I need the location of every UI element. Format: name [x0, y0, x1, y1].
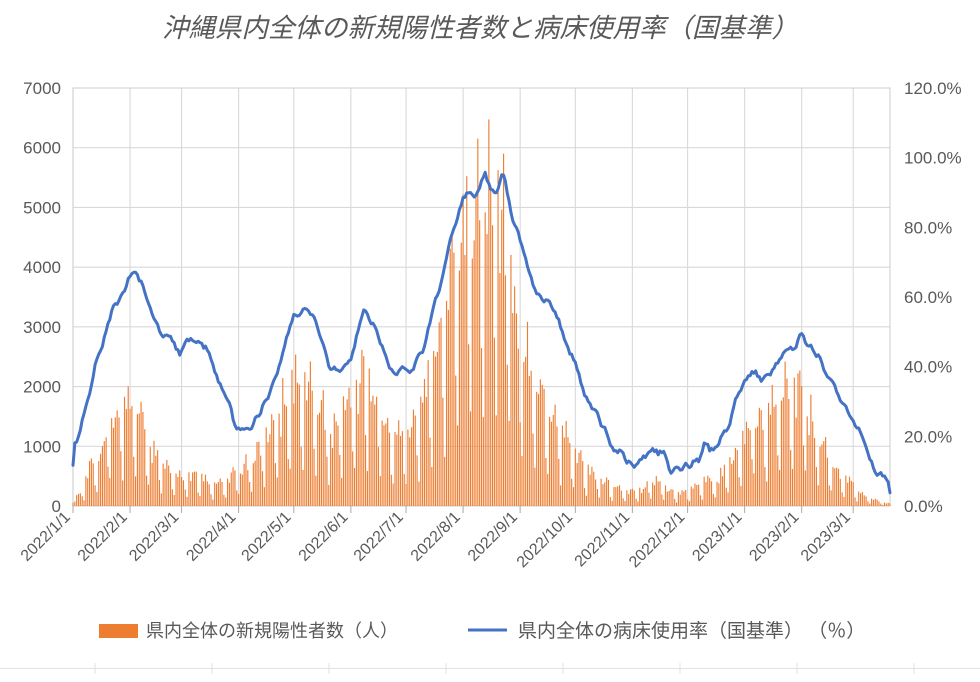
- svg-text:沖縄県内全体の新規陽性者数と病床使用率（国基準）: 沖縄県内全体の新規陽性者数と病床使用率（国基準）: [162, 13, 798, 43]
- svg-text:4000: 4000: [23, 258, 61, 277]
- svg-text:2022/2/1: 2022/2/1: [75, 509, 131, 565]
- svg-text:20.0%: 20.0%: [904, 427, 952, 446]
- svg-text:6000: 6000: [23, 139, 61, 158]
- svg-text:40.0%: 40.0%: [904, 358, 952, 377]
- svg-text:2022/10/1: 2022/10/1: [514, 509, 576, 571]
- svg-text:県内全体の病床使用率（国基準） （％）: 県内全体の病床使用率（国基準） （％）: [518, 620, 865, 642]
- svg-text:5000: 5000: [23, 198, 61, 217]
- svg-text:2022/1/1: 2022/1/1: [18, 509, 74, 565]
- svg-text:2022/8/1: 2022/8/1: [408, 509, 464, 565]
- svg-text:0.0%: 0.0%: [904, 497, 943, 516]
- svg-text:2022/7/1: 2022/7/1: [351, 509, 407, 565]
- svg-text:2022/11/1: 2022/11/1: [572, 509, 634, 571]
- svg-text:2022/9/1: 2022/9/1: [465, 509, 521, 565]
- svg-text:2022/12/1: 2022/12/1: [626, 509, 688, 571]
- svg-text:80.0%: 80.0%: [904, 218, 952, 237]
- svg-text:2022/4/1: 2022/4/1: [183, 509, 239, 565]
- svg-text:2000: 2000: [23, 378, 61, 397]
- svg-text:2022/6/1: 2022/6/1: [296, 509, 352, 565]
- svg-text:3000: 3000: [23, 318, 61, 337]
- svg-text:2022/3/1: 2022/3/1: [126, 509, 182, 565]
- svg-text:120.0%: 120.0%: [904, 79, 962, 98]
- svg-text:2023/3/1: 2023/3/1: [798, 509, 854, 565]
- svg-text:7000: 7000: [23, 79, 61, 98]
- svg-text:60.0%: 60.0%: [904, 288, 952, 307]
- svg-text:1000: 1000: [23, 437, 61, 456]
- svg-text:2022/5/1: 2022/5/1: [239, 509, 295, 565]
- svg-text:2023/2/1: 2023/2/1: [746, 509, 802, 565]
- svg-text:2023/1/1: 2023/1/1: [689, 509, 745, 565]
- svg-text:100.0%: 100.0%: [904, 149, 962, 168]
- svg-text:県内全体の新規陽性者数（人）: 県内全体の新規陽性者数（人）: [146, 621, 398, 641]
